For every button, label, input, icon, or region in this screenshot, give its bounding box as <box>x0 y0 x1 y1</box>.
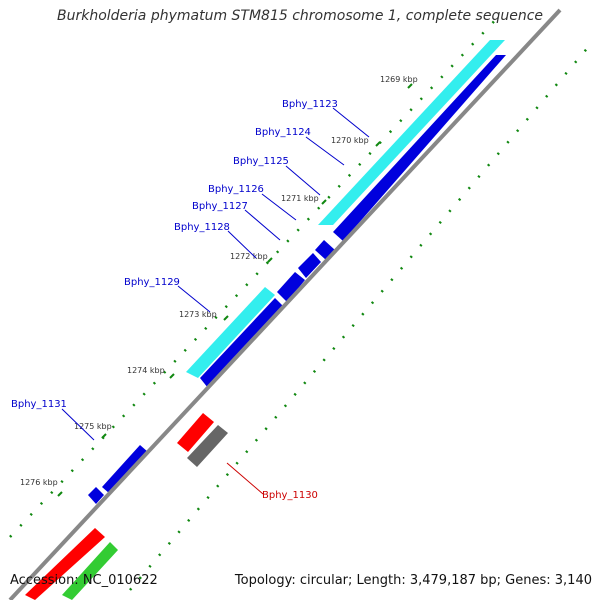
gene-label-bphy-1127[interactable]: Bphy_1127 <box>192 201 248 212</box>
map-title: Burkholderia phymatum STM815 chromosome … <box>56 8 543 24</box>
tick-label: 1276 kbp <box>20 478 58 487</box>
tick-label: 1272 kbp <box>230 252 268 261</box>
gene-arrow[interactable] <box>200 298 283 388</box>
leader-line <box>261 193 297 221</box>
gene-arrow[interactable] <box>187 425 228 467</box>
tick-label: 1274 kbp <box>127 366 165 375</box>
gene-label-bphy-1124[interactable]: Bphy_1124 <box>255 127 311 138</box>
gene-arrow[interactable] <box>62 542 118 600</box>
tick-label: 1271 kbp <box>281 194 319 203</box>
tick-marks <box>57 83 413 497</box>
leader-line <box>61 408 95 441</box>
tick-labels: 1269 kbp 1270 kbp 1271 kbp 1272 kbp 1273… <box>20 75 418 487</box>
gene-arrow[interactable] <box>318 40 505 225</box>
gene-label-bphy-1123[interactable]: Bphy_1123 <box>282 99 338 110</box>
gene-label-bphy-1129[interactable]: Bphy_1129 <box>124 277 180 288</box>
gene-label-bphy-1130[interactable]: Bphy_1130 <box>262 490 318 501</box>
tick-label: 1273 kbp <box>179 310 217 319</box>
leader-line <box>177 285 211 313</box>
leader-line <box>227 230 257 259</box>
gene-arrow[interactable] <box>25 528 105 600</box>
gene-leader-lines <box>61 107 370 495</box>
outer-dotted-ring <box>9 14 501 538</box>
gene-label-bphy-1131[interactable]: Bphy_1131 <box>11 399 67 410</box>
gene-label-bphy-1125[interactable]: Bphy_1125 <box>233 156 289 167</box>
gene-arrow[interactable] <box>186 287 275 378</box>
gene-arrows-inner <box>25 55 506 600</box>
gene-arrow[interactable] <box>88 487 104 504</box>
gene-arrows-outer <box>186 40 505 378</box>
gene-arrow[interactable] <box>277 272 305 302</box>
leader-line <box>244 209 281 241</box>
genome-backbone <box>8 8 562 600</box>
leader-line <box>226 462 264 495</box>
gene-label-bphy-1128[interactable]: Bphy_1128 <box>174 222 230 233</box>
leader-line <box>332 107 370 138</box>
gene-arrow[interactable] <box>102 445 148 494</box>
gene-arrow[interactable] <box>177 413 214 452</box>
tick-label: 1275 kbp <box>74 422 112 431</box>
leader-line <box>305 136 345 166</box>
leader-line <box>285 165 321 196</box>
genome-summary-text: Topology: circular; Length: 3,479,187 bp… <box>234 573 592 588</box>
gene-label-bphy-1126[interactable]: Bphy_1126 <box>208 184 264 195</box>
gene-arrow[interactable] <box>333 55 506 241</box>
gene-arrow[interactable] <box>298 253 321 278</box>
gene-labels: Bphy_1123 Bphy_1124 Bphy_1125 Bphy_1126 … <box>11 99 338 501</box>
tick-label: 1270 kbp <box>331 136 369 145</box>
accession-text: Accession: NC_010622 <box>10 573 158 588</box>
tick-label: 1269 kbp <box>380 75 418 84</box>
